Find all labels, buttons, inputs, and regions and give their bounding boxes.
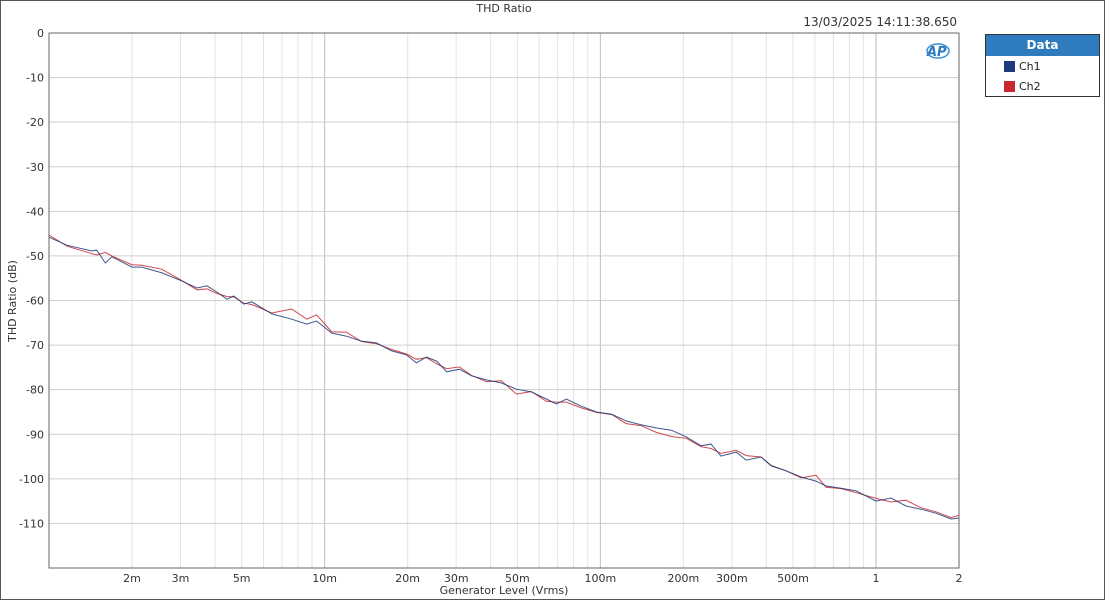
y-tick-label: -110 xyxy=(19,517,44,530)
y-axis-label: THD Ratio (dB) xyxy=(6,260,19,343)
chart-title: THD Ratio xyxy=(475,2,531,15)
y-tick-label: -100 xyxy=(19,473,44,486)
x-tick-label: 2m xyxy=(123,572,141,585)
timestamp: 13/03/2025 14:11:38.650 xyxy=(803,15,957,29)
ap-logo: AP xyxy=(926,43,950,60)
y-tick-label: -30 xyxy=(26,161,44,174)
x-tick-label: 300m xyxy=(716,572,748,585)
y-tick-label: -90 xyxy=(26,428,44,441)
series-ch1-line xyxy=(48,236,960,520)
x-tick-label: 30m xyxy=(444,572,469,585)
legend-item-ch2[interactable]: Ch2 xyxy=(986,76,1099,96)
series-ch2-line xyxy=(48,234,960,519)
legend-title: Data xyxy=(986,35,1099,56)
x-tick-label: 10m xyxy=(312,572,337,585)
svg-text:AP: AP xyxy=(926,45,947,60)
x-tick-label: 3m xyxy=(172,572,190,585)
legend-label: Ch1 xyxy=(1019,59,1041,73)
tick-labels: 0 -10 -20 -30 -40 -50 -60 -70 -80 -90 -100 -110 2m 3m… xyxy=(19,27,962,585)
grid xyxy=(49,32,959,568)
x-tick-label: 500m xyxy=(777,572,809,585)
legend: Data Ch1 Ch2 xyxy=(985,34,1100,97)
y-tick-label: -10 xyxy=(26,72,44,85)
ch1-swatch xyxy=(1004,60,1015,72)
plot-frame xyxy=(48,32,960,569)
x-tick-label: 100m xyxy=(584,572,616,585)
y-tick-label: -80 xyxy=(26,384,44,397)
y-tick-label: -70 xyxy=(26,339,44,352)
y-tick-label: 0 xyxy=(37,27,44,40)
x-tick-label: 20m xyxy=(395,572,420,585)
y-tick-label: -40 xyxy=(26,205,44,218)
x-tick-label: 2 xyxy=(956,572,963,585)
x-tick-label: 5m xyxy=(233,572,251,585)
x-tick-label: 1 xyxy=(873,572,880,585)
x-tick-label: 50m xyxy=(505,572,530,585)
legend-item-ch1[interactable]: Ch1 xyxy=(986,56,1099,76)
x-tick-label: 200m xyxy=(667,572,699,585)
x-axis-label: Generator Level (Vrms) xyxy=(440,584,569,597)
series-lines xyxy=(48,234,960,520)
y-tick-label: -60 xyxy=(26,295,44,308)
y-tick-label: -20 xyxy=(26,116,44,129)
ch2-swatch xyxy=(1004,80,1015,92)
legend-label: Ch2 xyxy=(1019,79,1041,93)
y-tick-label: -50 xyxy=(26,250,44,263)
